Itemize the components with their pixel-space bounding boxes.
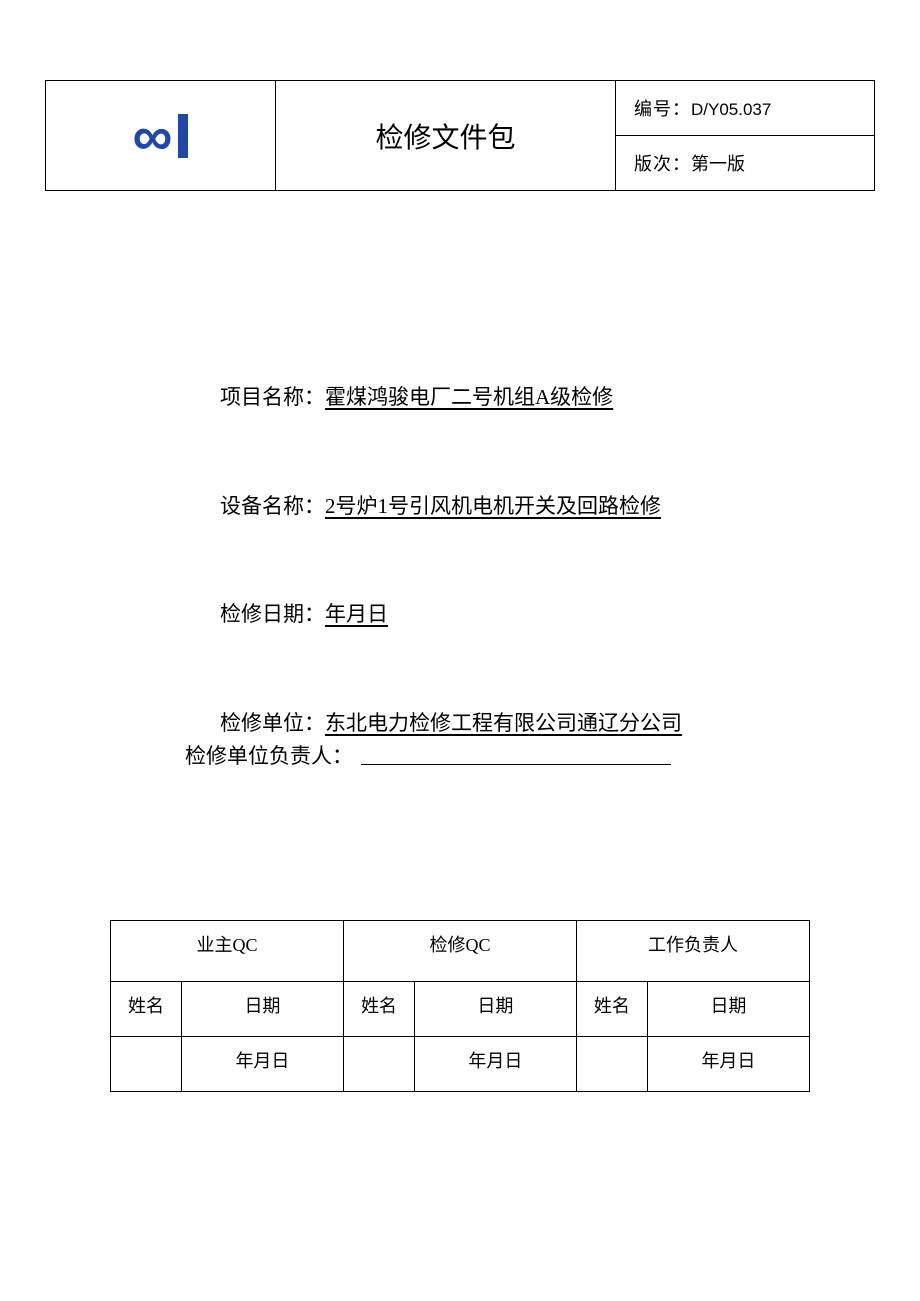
qc-header-owner: 业主QC — [111, 921, 344, 982]
equipment-row: 设备名称：2号炉1号引风机电机开关及回路检修 — [220, 490, 835, 524]
project-value: 霍煤鸿骏电厂二号机组A级检修 — [325, 385, 613, 409]
unit-row: 检修单位：东北电力检修工程有限公司通辽分公司 — [220, 707, 835, 741]
doc-number-label: 编号： — [634, 99, 691, 119]
infinity-icon: ∞ — [133, 108, 173, 164]
qc-header-worker: 工作负责人 — [576, 921, 809, 982]
qc-cell-name-3 — [576, 1037, 647, 1092]
qc-sub-date-2: 日期 — [414, 982, 576, 1037]
doc-title: 检修文件包 — [276, 81, 616, 191]
qc-sub-name-2: 姓名 — [343, 982, 414, 1037]
doc-version-value: 第一版 — [691, 154, 745, 174]
qc-cell-date-1: 年月日 — [181, 1037, 343, 1092]
logo-cell: ∞ — [46, 81, 276, 191]
doc-number-cell: 编号：D/Y05.037 — [616, 81, 875, 136]
unit-value: 东北电力检修工程有限公司通辽分公司 — [325, 711, 682, 735]
responsible-label: 检修单位负责人： — [185, 744, 353, 768]
qc-cell-date-2: 年月日 — [414, 1037, 576, 1092]
qc-sub-date-3: 日期 — [647, 982, 809, 1037]
qc-cell-name-1 — [111, 1037, 182, 1092]
qc-sub-date-1: 日期 — [181, 982, 343, 1037]
logo: ∞ — [133, 108, 189, 164]
qc-sub-name-1: 姓名 — [111, 982, 182, 1037]
fields-block: 项目名称：霍煤鸿骏电厂二号机组A级检修 设备名称：2号炉1号引风机电机开关及回路… — [45, 381, 875, 740]
logo-bar-icon — [178, 114, 188, 158]
date-value: 年月日 — [325, 602, 388, 626]
equipment-label: 设备名称： — [220, 494, 325, 518]
qc-cell-date-3: 年月日 — [647, 1037, 809, 1092]
qc-table: 业主QC 检修QC 工作负责人 姓名 日期 姓名 日期 姓名 日期 年月日 年月… — [110, 920, 810, 1092]
equipment-value: 2号炉1号引风机电机开关及回路检修 — [325, 494, 661, 518]
qc-header-repair: 检修QC — [343, 921, 576, 982]
qc-cell-name-2 — [343, 1037, 414, 1092]
responsible-row: 检修单位负责人： — [45, 740, 875, 770]
doc-number-value: D/Y05.037 — [691, 100, 771, 119]
date-label: 检修日期： — [220, 602, 325, 626]
doc-version-label: 版次： — [634, 154, 691, 174]
doc-version-cell: 版次：第一版 — [616, 136, 875, 191]
qc-sub-name-3: 姓名 — [576, 982, 647, 1037]
header-table: ∞ 检修文件包 编号：D/Y05.037 版次：第一版 — [45, 80, 875, 191]
project-row: 项目名称：霍煤鸿骏电厂二号机组A级检修 — [220, 381, 835, 415]
unit-label: 检修单位： — [220, 711, 325, 735]
responsible-blank-line — [361, 764, 671, 765]
date-row: 检修日期：年月日 — [220, 598, 835, 632]
project-label: 项目名称： — [220, 385, 325, 409]
